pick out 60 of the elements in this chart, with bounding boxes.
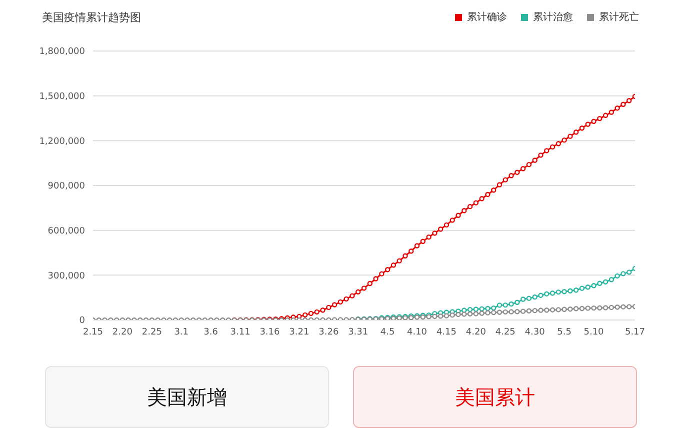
point [508,301,514,307]
legend-label: 累计死亡 [599,10,639,24]
y-tick-label: 1,200,000 [39,136,86,147]
x-tick-label: 4.30 [524,327,546,338]
x-tick-label: 3.21 [289,327,310,338]
text: 美国新增 [45,366,329,428]
x-tick-label: 4.5 [380,327,395,338]
x-tick-label: 4.25 [495,327,516,338]
point [579,286,585,291]
point [532,294,538,300]
y-tick-label: 1,500,000 [39,92,86,102]
x-tick-label: 4.20 [466,327,486,338]
point [526,296,532,301]
legend-label: 累计确诊 [467,10,507,24]
x-tick-label: 4.15 [436,327,456,338]
x-tick-label: 2.20 [112,327,133,338]
point [479,306,484,312]
point [568,288,573,294]
y-tick-label: 0 [79,316,86,326]
point [620,271,626,276]
x-tick-label: 2.25 [142,327,162,338]
point [485,306,490,312]
y-tick-label: 600,000 [48,226,86,237]
point [491,305,496,311]
x-tick-label: 2.15 [82,327,104,338]
x-tick-label: 5.17 [624,327,646,338]
point [614,273,620,279]
x-tick-label: 5.5 [557,327,572,338]
point [538,292,544,298]
point [573,288,579,293]
point [608,277,614,282]
point [514,300,520,305]
point [591,283,596,288]
x-tick-label: 3.31 [348,327,368,338]
x-tick-label: 3.11 [230,327,250,338]
point [496,302,502,308]
point [544,291,550,296]
chart-title: 美国疫情累计趋势图 [42,10,141,25]
x-tick-label: 3.26 [318,327,339,338]
y-tick-label: 300,000 [48,271,86,282]
x-tick-label: 5.10 [584,327,604,338]
point [473,306,479,312]
point [602,279,608,284]
point [597,280,602,286]
x-tick-label: 3.6 [204,327,218,338]
legend-label: 累计治愈 [533,10,573,24]
point [520,296,526,302]
point [502,302,508,308]
point [562,289,567,294]
point [550,290,556,296]
y-tick-label: 900,000 [48,182,86,192]
text: 美国累计 [353,366,637,428]
y-tick-label: 1,800,000 [39,47,86,58]
point [467,306,473,312]
x-tick-label: 3.16 [260,327,280,338]
x-tick-label: 4.10 [407,327,428,338]
point [585,284,590,290]
point [626,270,632,275]
x-tick-label: 3.1 [174,327,189,338]
point [556,289,562,295]
